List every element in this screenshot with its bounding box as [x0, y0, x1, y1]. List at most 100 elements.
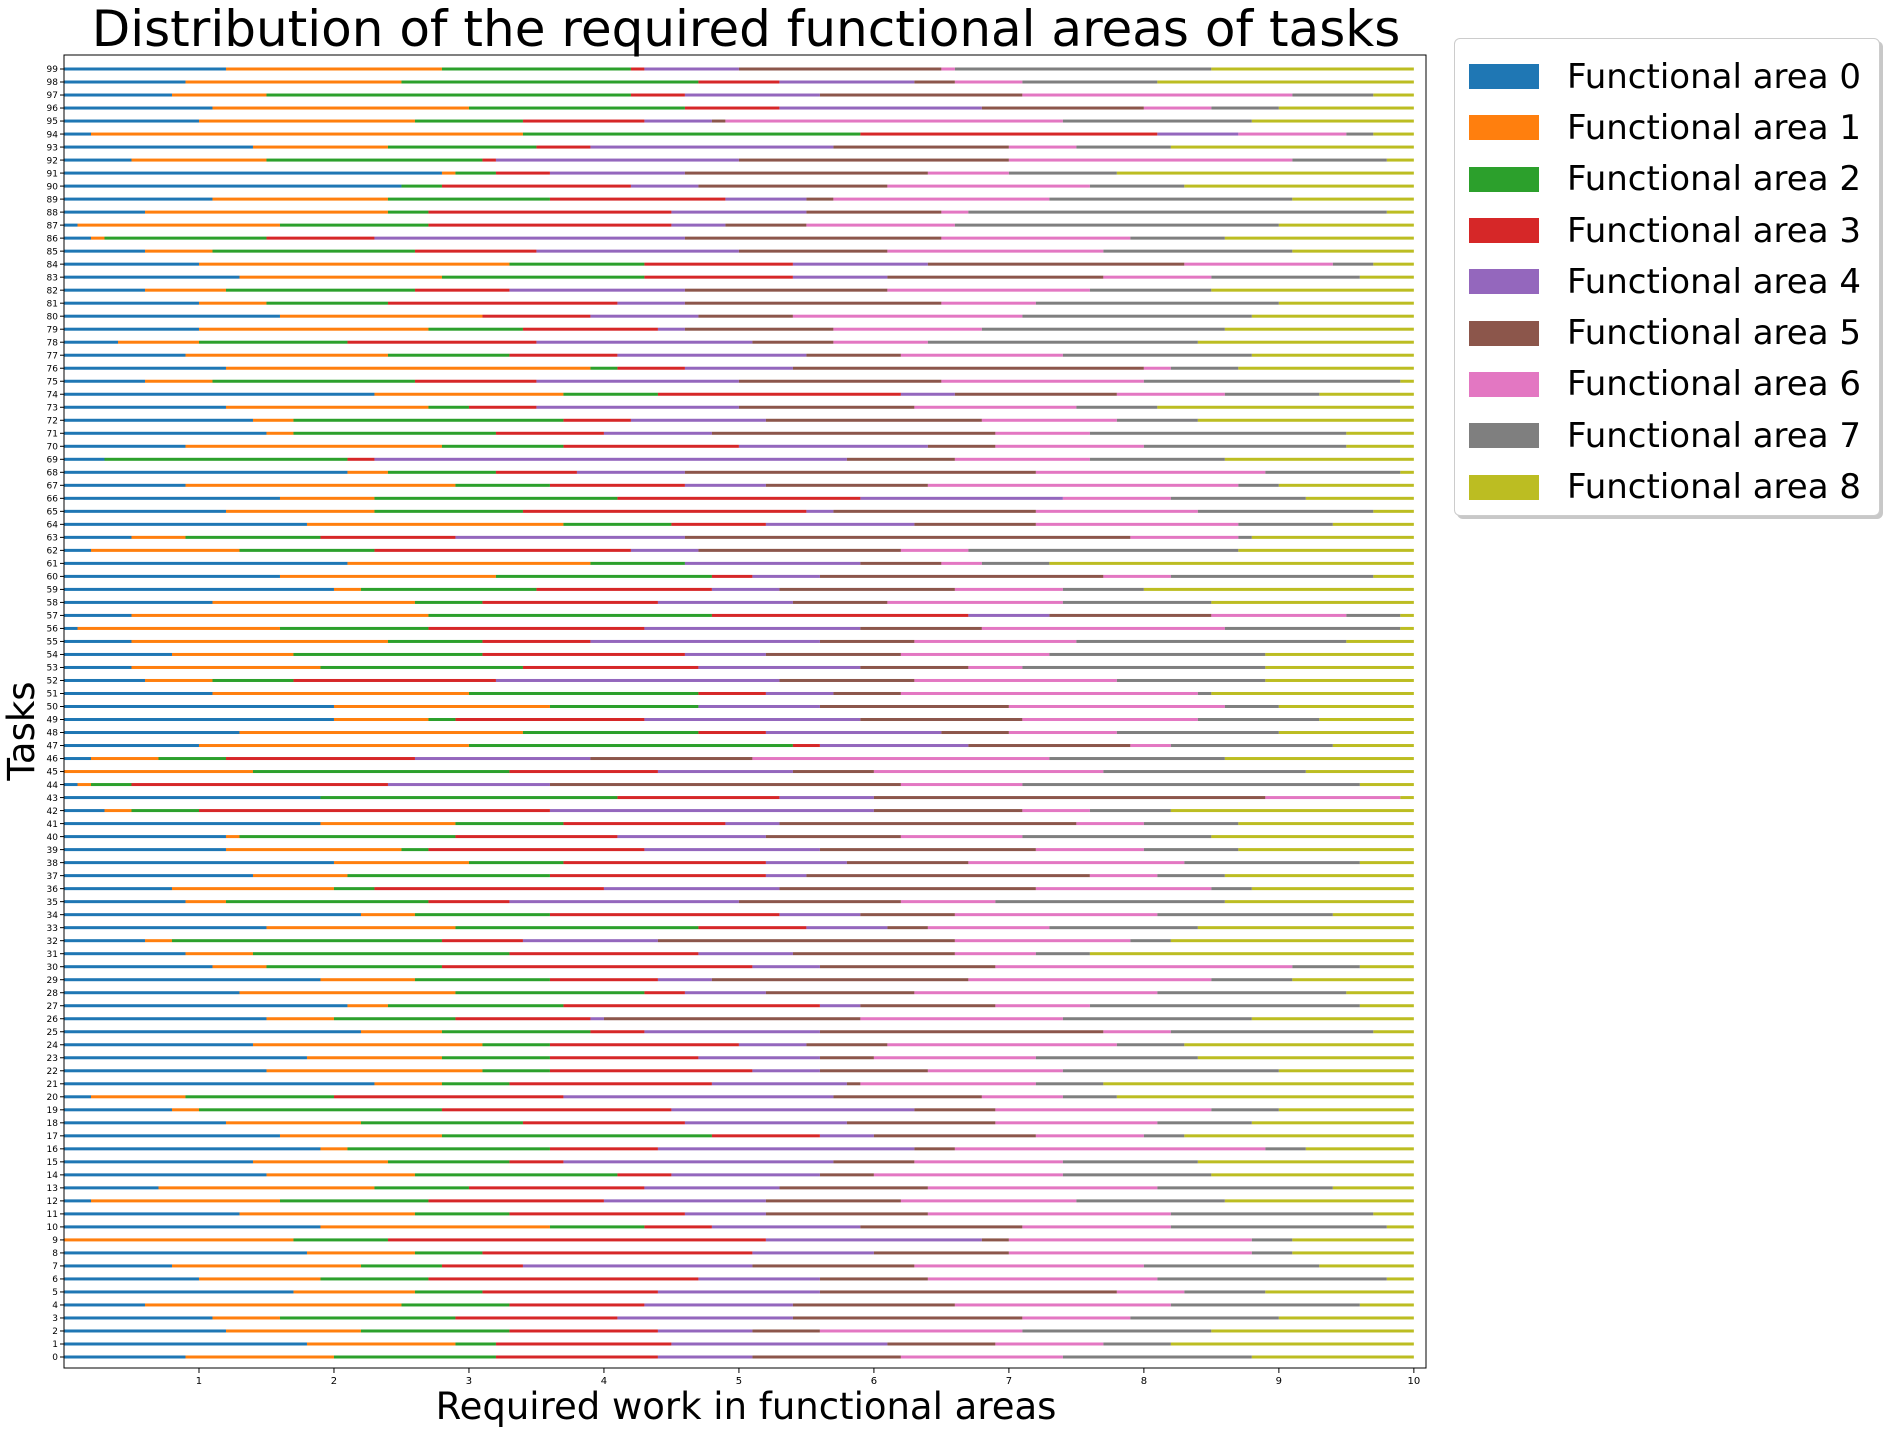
- bar-segment-task-35-area-8: [1224, 900, 1414, 904]
- bar-segment-task-87-area-7: [954, 223, 1279, 227]
- y-tick-label: 70: [47, 442, 59, 452]
- bar-segment-task-82-area-6: [887, 288, 1090, 292]
- bar-segment-task-90-area-0: [64, 184, 402, 188]
- bar-segment-task-22-area-0: [64, 1069, 267, 1073]
- bar-segment-task-29-area-3: [549, 978, 658, 982]
- bar-segment-task-39-area-8: [1238, 848, 1414, 852]
- bar-segment-task-38-area-6: [968, 861, 1185, 865]
- bar-segment-task-50-area-7: [1224, 704, 1279, 708]
- bar-segment-task-30-area-2: [266, 965, 442, 969]
- bar-segment-task-26-area-5: [603, 1017, 861, 1021]
- bar-segment-task-89-area-3: [549, 197, 726, 201]
- x-tick-label: 4: [601, 1376, 607, 1387]
- y-tick-label: 56: [47, 625, 59, 635]
- bar-segment-task-32-area-0: [64, 939, 145, 943]
- bar-segment-task-10-area-2: [549, 1225, 645, 1229]
- bar-segment-task-50-area-5: [819, 704, 1009, 708]
- bar-segment-task-25-area-3: [590, 1030, 645, 1034]
- bar-segment-task-57-area-5: [1049, 613, 1212, 617]
- bar-segment-task-22-area-2: [482, 1069, 550, 1073]
- bar-segment-task-99-area-6: [941, 67, 955, 71]
- bar-segment-task-14-area-4: [671, 1173, 820, 1177]
- bar-segment-task-29-area-4: [657, 978, 712, 982]
- bar-segment-task-54-area-2: [293, 652, 483, 656]
- bar-segment-task-21-area-8: [1103, 1082, 1414, 1086]
- bar-segment-task-2-area-6: [819, 1329, 1023, 1333]
- bar-segment-task-6-area-0: [64, 1277, 199, 1281]
- bar-segment-task-99-area-0: [64, 67, 226, 71]
- bar-segment-task-41-area-0: [64, 822, 321, 826]
- bar-segment-task-27-area-5: [860, 1004, 996, 1008]
- bar-segment-task-6-area-6: [927, 1277, 1158, 1281]
- bar-segment-task-98-area-6: [954, 80, 1023, 84]
- bar-segment-task-5-area-3: [482, 1290, 658, 1294]
- y-tick-label: 40: [47, 833, 59, 843]
- bar-segment-task-31-area-8: [1089, 952, 1414, 956]
- bar-segment-task-1-area-4: [671, 1342, 888, 1346]
- bar-segment-task-87-area-4: [671, 223, 726, 227]
- y-tick-label: 82: [47, 286, 58, 296]
- bar-segment-task-72-area-7: [1116, 418, 1198, 422]
- bar-segment-task-44-area-3: [131, 783, 388, 787]
- bar-segment-task-96-area-5: [981, 106, 1144, 110]
- bar-segment-task-5-area-2: [414, 1290, 483, 1294]
- bar-segment-task-57-area-4: [968, 613, 1050, 617]
- bar-segment-task-17-area-2: [441, 1134, 712, 1138]
- bar-segment-task-12-area-4: [603, 1199, 766, 1203]
- bar-segment-task-64-area-7: [1238, 522, 1333, 526]
- bar-segment-task-17-area-1: [279, 1134, 442, 1138]
- bar-segment-task-21-area-5: [846, 1082, 861, 1086]
- bar-segment-task-95-area-2: [414, 119, 523, 123]
- bar-segment-task-83-area-5: [887, 275, 1104, 279]
- bar-segment-task-30-area-6: [995, 965, 1293, 969]
- bar-segment-task-24-area-7: [1116, 1043, 1185, 1047]
- bar-segment-task-28-area-4: [684, 991, 766, 995]
- y-tick-label: 99: [47, 65, 59, 75]
- bar-segment-task-21-area-1: [374, 1082, 442, 1086]
- bar-segment-task-54-area-0: [64, 652, 172, 656]
- bar-segment-task-28-area-3: [644, 991, 685, 995]
- bar-segment-task-94-area-4: [1157, 132, 1239, 136]
- bar-segment-task-18-area-7: [1157, 1121, 1252, 1125]
- bar-segment-task-4-area-4: [644, 1303, 793, 1307]
- y-tick-label: 92: [47, 156, 58, 166]
- bar-segment-task-91-area-6: [927, 171, 1009, 175]
- x-tick-label: 2: [331, 1376, 337, 1387]
- bar-segment-task-19-area-5: [914, 1108, 996, 1112]
- plot-frame: [63, 54, 1427, 1369]
- bar-segment-task-34-area-4: [779, 913, 861, 917]
- bar-segment-task-84-area-0: [64, 262, 199, 266]
- bar-segment-task-62-area-6: [900, 548, 969, 552]
- legend-label: Functional area 7: [1567, 415, 1861, 456]
- bar-segment-task-2-area-1: [225, 1329, 361, 1333]
- bar-segment-task-22-area-6: [927, 1069, 1063, 1073]
- y-tick-label: 39: [47, 846, 59, 856]
- y-tick-label: 51: [47, 690, 58, 700]
- y-tick-label: 1: [52, 1340, 58, 1350]
- bar-segment-task-13-area-2: [374, 1186, 469, 1190]
- bar-segment-task-74-area-3: [657, 392, 901, 396]
- bar-segment-task-50-area-6: [1008, 704, 1225, 708]
- bar-segment-task-52-area-8: [1265, 678, 1414, 682]
- bar-segment-task-96-area-1: [212, 106, 469, 110]
- bar-segment-task-59-area-1: [333, 587, 361, 591]
- bar-segment-task-14-area-8: [1211, 1173, 1414, 1177]
- bar-segment-task-32-area-6: [954, 939, 1131, 943]
- bar-segment-task-89-area-0: [64, 197, 213, 201]
- bar-segment-task-73-area-0: [64, 405, 226, 409]
- bar-segment-task-37-area-8: [1224, 874, 1414, 878]
- legend-swatch: [1469, 269, 1539, 295]
- bar-segment-task-40-area-6: [900, 835, 1023, 839]
- bar-segment-task-81-area-4: [617, 301, 685, 305]
- bar-segment-task-40-area-5: [765, 835, 901, 839]
- bar-segment-task-65-area-1: [225, 509, 375, 513]
- bar-segment-task-86-area-7: [1130, 236, 1225, 240]
- bar-segment-task-10-area-1: [320, 1225, 550, 1229]
- bar-segment-task-88-area-1: [144, 210, 388, 214]
- bar-segment-task-31-area-4: [698, 952, 793, 956]
- bar-segment-task-59-area-4: [711, 587, 780, 591]
- bar-segment-task-72-area-5: [765, 418, 982, 422]
- y-tick-label: 54: [47, 651, 59, 661]
- bar-segment-task-9-area-1: [64, 1238, 294, 1242]
- y-tick-label: 3: [52, 1314, 58, 1324]
